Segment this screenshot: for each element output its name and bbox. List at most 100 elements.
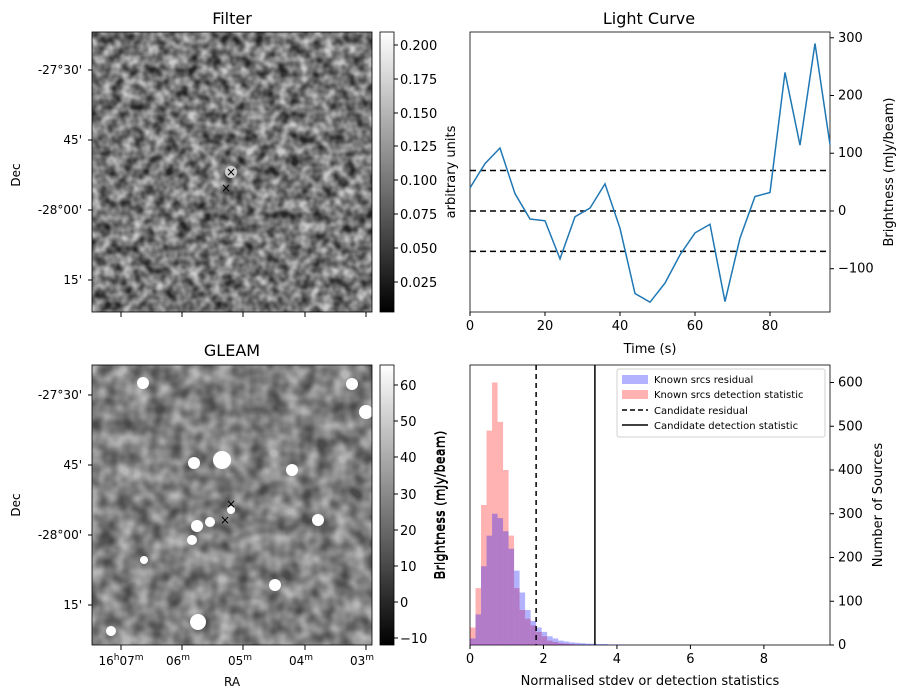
hist-bar [552,641,559,645]
lc-ytick-label: 300 [838,31,863,46]
hist-bar [497,518,504,645]
filter-ytick-label: -28°00' [38,203,82,217]
hist-xticks: 0 2 4 6 8 [466,645,768,667]
filter-colorbar [379,31,395,313]
hist-xtick-label: 8 [760,652,768,667]
hist-bar [492,513,498,645]
gleam-ytick-label: -27°30' [38,388,82,402]
gleam-cbar-label: 10 [400,560,417,575]
filter-cbar-label: 0.025 [400,276,437,291]
gleam-ytick-label: 15' [63,598,82,612]
gleam-colorbar-label: Brightness (mJy/beam) [434,431,449,580]
hist-bar [552,638,559,645]
lc-ytick-label: −100 [838,262,874,277]
filter-cbar-label: 0.050 [400,242,437,257]
hist-xtick-label: 2 [539,652,547,667]
hist-bar [525,610,531,645]
lc-ylabel: Brightness (mJy/beam) [882,98,897,247]
lc-xtick-label: 80 [762,319,779,334]
gleam-ylabel: Dec [9,493,23,516]
filter-cbar-label: 0.125 [400,140,437,155]
gleam-xtick-label: 04m [289,653,313,668]
lc-xtick-label: 0 [466,319,474,334]
lc-series-line [469,43,831,304]
hist-ylabel-left: Brightness (mJy/beam) [433,431,448,580]
hist-bar [519,610,526,645]
legend-box [616,368,826,438]
hist-bar [492,382,498,645]
hist-bar [585,643,592,645]
hist-ytick-label: 500 [838,419,863,434]
lc-xticks: 0 20 40 60 80 [466,312,778,334]
legend-label: Known srcs detection statistic [654,390,803,401]
light-curve-panel: Light Curve 0 20 40 60 80 −100 0 100 200 300 Tim… [466,9,897,357]
histogram-panel: 0 2 4 6 8 0 100 200 300 400 500 600 Normalised std… [433,364,886,689]
hist-bar [530,625,537,645]
hist-bar [486,535,493,645]
lc-xtick-label: 60 [687,319,704,334]
gleam-cbar-label: 20 [400,524,417,539]
hist-bar [536,627,542,645]
lc-title: Light Curve [603,9,695,28]
filter-xticks [120,312,367,317]
hist-xtick-label: 6 [686,652,694,667]
gleam-cbar-label: 60 [400,379,417,394]
hist-bar [508,535,515,645]
hist-ytick-label: 400 [838,463,863,478]
hist-ytick-label: 300 [838,507,863,522]
hist-bar [475,588,482,645]
filter-ylabel: Dec [9,163,23,186]
hist-bar [602,644,608,645]
hist-bar [596,644,603,645]
lc-axes-frame [469,31,831,313]
hist-bar [547,636,553,645]
gleam-panel: GLEAM × × [9,341,449,689]
filter-cbar-label: 0.075 [400,208,437,223]
lc-xtick-label: 20 [537,319,554,334]
gleam-red-marker: × [226,497,236,511]
gleam-cbar-label: 0 [400,596,408,611]
gleam-colorbar-ticks: 60 50 40 30 20 10 0 −10 [394,379,427,647]
hist-bar [519,592,526,645]
gleam-yticks: -27°30' 45' -28°00' 15' [38,388,92,612]
filter-cbar-label: 0.100 [400,174,437,189]
filter-yticks: -27°30' 45' -28°00' 15' [38,63,92,287]
gleam-cbar-label: 40 [400,451,417,466]
gleam-image-noise [92,365,372,645]
lc-xtick-label: 40 [612,319,629,334]
hist-ytick-label: 600 [838,376,863,391]
gleam-ytick-label: 45' [63,458,82,472]
hist-bar [547,640,553,645]
legend-label: Known srcs residual [654,375,753,386]
gleam-xlabel: RA [224,675,241,689]
legend-swatch-residual [622,375,648,384]
hist-xtick-label: 4 [613,652,621,667]
hist-bar [508,548,515,645]
filter-panel: Filter × × Dec -27°30' 45' -28°00' 15' [9,9,459,317]
hist-xlabel: Normalised stdev or detection statistics [521,674,780,689]
hist-bar [580,643,586,645]
filter-blue-marker: × [221,181,231,195]
hist-yticks: 0 100 200 300 400 500 600 [830,376,863,653]
hist-bar [541,631,548,645]
hist-bar [470,627,476,645]
gleam-image-frame [91,364,373,646]
hist-ytick-label: 100 [838,594,863,609]
filter-cbar-label: 0.200 [400,39,437,54]
hist-ytick-label: 200 [838,551,863,566]
lc-ytick-label: 100 [838,146,863,161]
hist-xtick-label: 0 [466,652,474,667]
hist-bar [525,618,531,645]
hist-bar [569,642,575,645]
hist-bar [563,643,570,645]
filter-ytick-label: 45' [63,133,82,147]
legend-swatch-detection [622,390,648,399]
hist-ytick-label: 0 [838,638,846,653]
hist-bar [481,505,487,645]
hist-bar [481,566,487,645]
hist-legend: Known srcs residual Known srcs detection… [616,368,826,438]
hist-bar [475,614,482,645]
gleam-xtick-label: 16h07m [98,653,143,668]
filter-ytick-label: -27°30' [38,63,82,77]
